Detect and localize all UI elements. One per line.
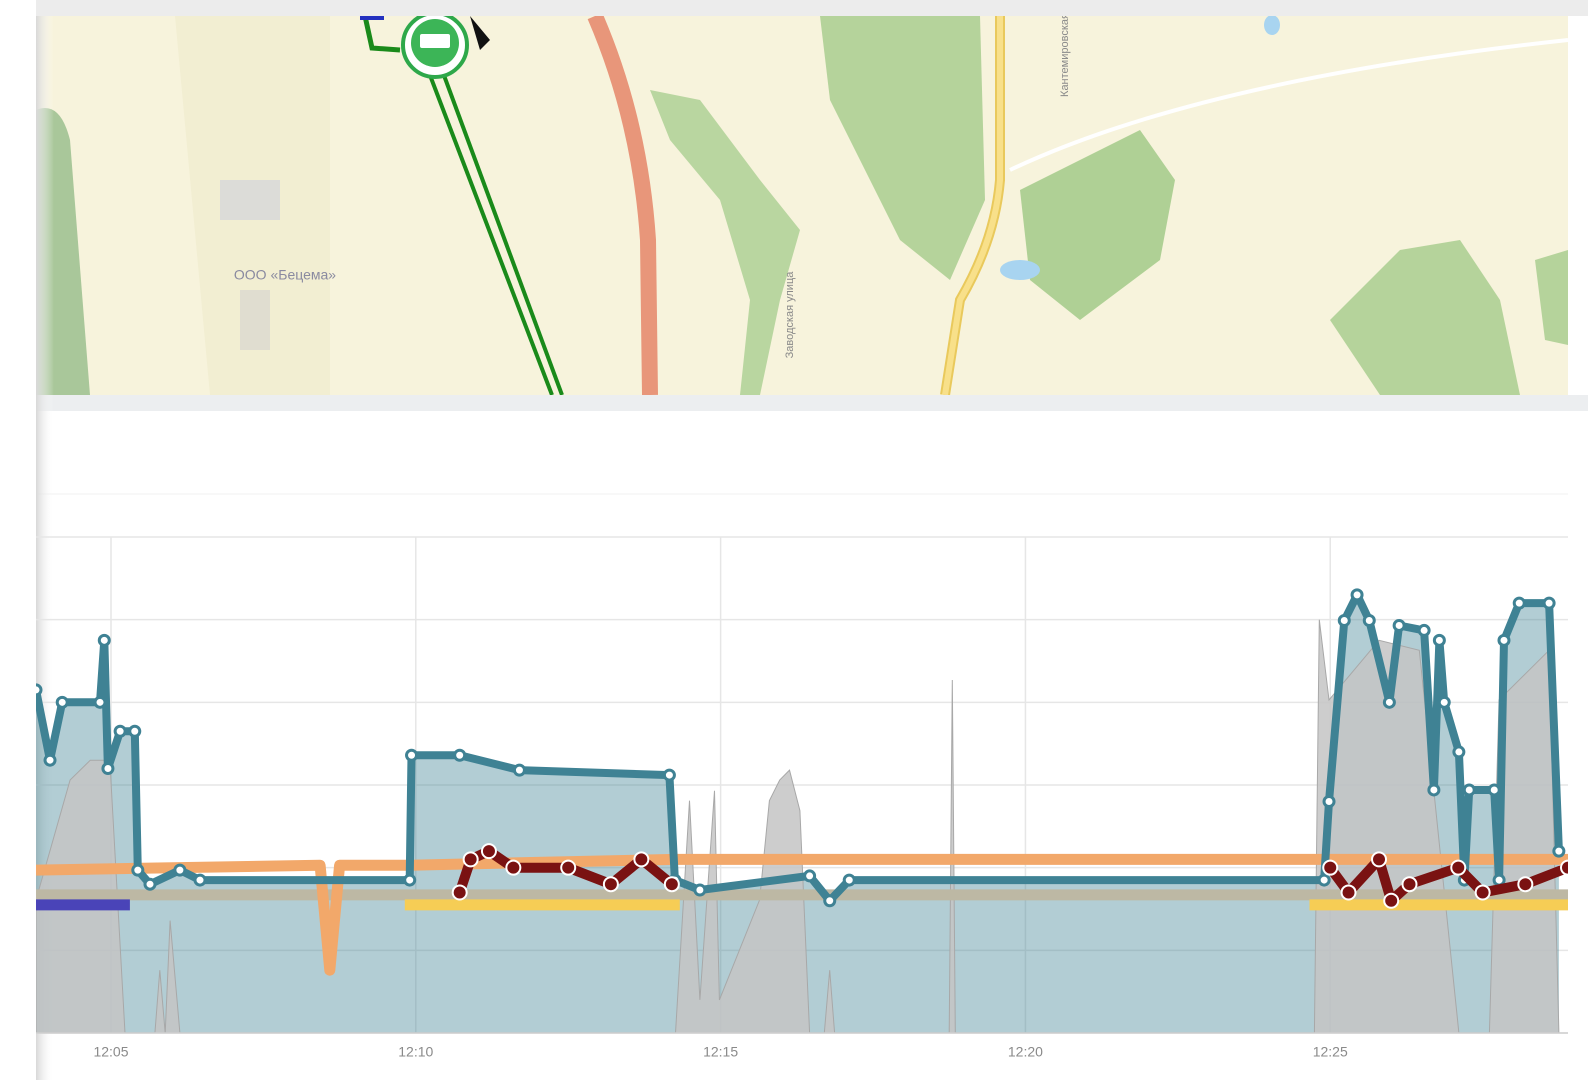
x-tick-label: 12:20 <box>1008 1044 1043 1060</box>
series-point <box>1450 859 1467 876</box>
map[interactable]: ООО «Бецема» Заводская улица Кантемировс… <box>36 12 1568 395</box>
route-start <box>360 16 384 20</box>
left-shadow <box>36 16 54 1080</box>
series-point <box>803 869 817 883</box>
series-point <box>405 748 419 762</box>
series-point <box>453 748 467 762</box>
series-point <box>55 695 69 709</box>
series-point <box>1437 695 1451 709</box>
series-point <box>1382 695 1396 709</box>
series-area <box>36 594 1559 1033</box>
building <box>240 290 270 350</box>
forest <box>1020 130 1175 320</box>
series-point <box>93 695 107 709</box>
building <box>220 180 280 220</box>
series-point <box>1322 795 1336 809</box>
x-tick-label: 12:05 <box>93 1044 128 1060</box>
series-point <box>480 843 497 860</box>
series-point <box>505 859 522 876</box>
series-point <box>1337 613 1351 627</box>
forest <box>1535 250 1568 345</box>
series-point <box>43 753 57 767</box>
series-point <box>662 768 676 782</box>
series-point <box>602 876 619 893</box>
series-point <box>1517 876 1534 893</box>
road <box>942 16 1003 395</box>
series-point <box>693 883 707 897</box>
series-point <box>128 724 142 738</box>
series-point <box>842 873 856 887</box>
series-point <box>1417 623 1431 637</box>
street <box>1009 38 1568 172</box>
forest <box>650 90 800 395</box>
series-point <box>1322 859 1339 876</box>
series-point <box>1392 618 1406 632</box>
route <box>440 69 564 395</box>
series-point <box>1317 873 1331 887</box>
series-point <box>193 873 207 887</box>
series-point <box>101 761 115 775</box>
series-point <box>1560 859 1568 876</box>
series-point <box>173 863 187 877</box>
forest <box>1330 240 1520 395</box>
pond <box>1000 260 1040 280</box>
series-point <box>1350 588 1364 602</box>
series-point <box>131 863 145 877</box>
top-bar <box>36 0 1588 16</box>
series-point <box>451 884 468 901</box>
series-point <box>1340 884 1357 901</box>
series-point <box>1542 596 1556 610</box>
left-margin <box>0 0 36 1080</box>
series-point <box>663 876 680 893</box>
x-tick-label: 12:15 <box>703 1044 738 1060</box>
series-point <box>1452 745 1466 759</box>
series-point <box>1362 613 1376 627</box>
x-tick-label: 12:25 <box>1313 1044 1348 1060</box>
series-point <box>1552 844 1566 858</box>
x-axis: 12:05 12:10 12:15 12:20 12:25 <box>93 1044 1348 1060</box>
series-point <box>462 851 479 868</box>
series-point <box>1462 783 1476 797</box>
series-point <box>823 894 837 908</box>
series-point <box>403 873 417 887</box>
vehicle-truck <box>420 34 450 48</box>
series-point <box>143 877 157 891</box>
series-point <box>1474 884 1491 901</box>
series-point <box>1401 876 1418 893</box>
series-point <box>633 851 650 868</box>
x-tick-label: 12:10 <box>398 1044 433 1060</box>
series-point <box>1432 633 1446 647</box>
street-label: Заводская улица <box>784 271 796 359</box>
route <box>362 16 401 53</box>
series-point <box>97 633 111 647</box>
map-label: ООО «Бецема» <box>234 267 336 283</box>
chart <box>36 536 1568 1034</box>
series-point <box>1427 783 1441 797</box>
pond <box>1264 16 1280 35</box>
forest <box>820 16 985 280</box>
series-point <box>560 859 577 876</box>
series-point <box>113 724 127 738</box>
series-point <box>1497 633 1511 647</box>
series-point <box>1512 596 1526 610</box>
highway <box>587 16 658 395</box>
route <box>426 69 554 395</box>
street-label: Кантемировская <box>1059 13 1071 97</box>
series-point <box>1383 892 1400 909</box>
vehicle-direction <box>470 16 490 50</box>
series-point <box>1371 851 1388 868</box>
series-point <box>36 683 43 697</box>
series-point <box>512 763 526 777</box>
splitter[interactable] <box>36 395 1588 411</box>
series-point <box>1487 783 1501 797</box>
